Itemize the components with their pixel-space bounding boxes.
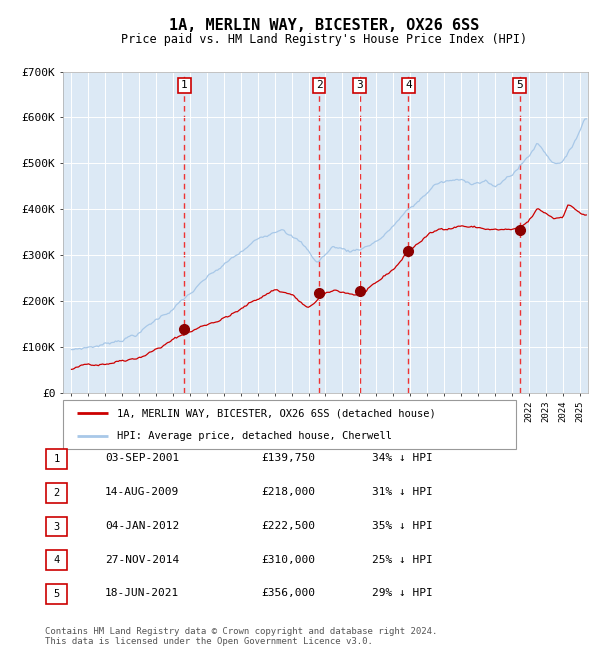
Text: 3: 3 xyxy=(53,521,59,532)
Text: £222,500: £222,500 xyxy=(261,521,315,531)
FancyBboxPatch shape xyxy=(63,400,516,448)
Text: £218,000: £218,000 xyxy=(261,487,315,497)
Text: 1A, MERLIN WAY, BICESTER, OX26 6SS (detached house): 1A, MERLIN WAY, BICESTER, OX26 6SS (deta… xyxy=(118,408,436,419)
Text: Contains HM Land Registry data © Crown copyright and database right 2024.: Contains HM Land Registry data © Crown c… xyxy=(45,627,437,636)
Text: 35% ↓ HPI: 35% ↓ HPI xyxy=(372,521,433,531)
Text: 04-JAN-2012: 04-JAN-2012 xyxy=(105,521,179,531)
Text: This data is licensed under the Open Government Licence v3.0.: This data is licensed under the Open Gov… xyxy=(45,637,373,646)
Text: 2: 2 xyxy=(53,488,59,498)
Text: £356,000: £356,000 xyxy=(261,588,315,599)
Text: 4: 4 xyxy=(53,555,59,566)
Text: 14-AUG-2009: 14-AUG-2009 xyxy=(105,487,179,497)
FancyBboxPatch shape xyxy=(46,517,67,536)
FancyBboxPatch shape xyxy=(46,584,67,604)
Text: 5: 5 xyxy=(53,589,59,599)
Text: Price paid vs. HM Land Registry's House Price Index (HPI): Price paid vs. HM Land Registry's House … xyxy=(121,32,527,46)
FancyBboxPatch shape xyxy=(46,449,67,469)
Text: 03-SEP-2001: 03-SEP-2001 xyxy=(105,453,179,463)
Text: 4: 4 xyxy=(405,81,412,90)
Text: 29% ↓ HPI: 29% ↓ HPI xyxy=(372,588,433,599)
Text: 1A, MERLIN WAY, BICESTER, OX26 6SS: 1A, MERLIN WAY, BICESTER, OX26 6SS xyxy=(169,18,479,34)
FancyBboxPatch shape xyxy=(46,551,67,570)
Text: 3: 3 xyxy=(356,81,363,90)
Text: 2: 2 xyxy=(316,81,322,90)
Text: 1: 1 xyxy=(53,454,59,464)
Text: £139,750: £139,750 xyxy=(261,453,315,463)
Text: 18-JUN-2021: 18-JUN-2021 xyxy=(105,588,179,599)
Text: 31% ↓ HPI: 31% ↓ HPI xyxy=(372,487,433,497)
Text: 1: 1 xyxy=(181,81,188,90)
Text: HPI: Average price, detached house, Cherwell: HPI: Average price, detached house, Cher… xyxy=(118,432,392,441)
Text: 27-NOV-2014: 27-NOV-2014 xyxy=(105,554,179,565)
Text: 5: 5 xyxy=(516,81,523,90)
Text: £310,000: £310,000 xyxy=(261,554,315,565)
FancyBboxPatch shape xyxy=(46,483,67,502)
Text: 34% ↓ HPI: 34% ↓ HPI xyxy=(372,453,433,463)
Text: 25% ↓ HPI: 25% ↓ HPI xyxy=(372,554,433,565)
